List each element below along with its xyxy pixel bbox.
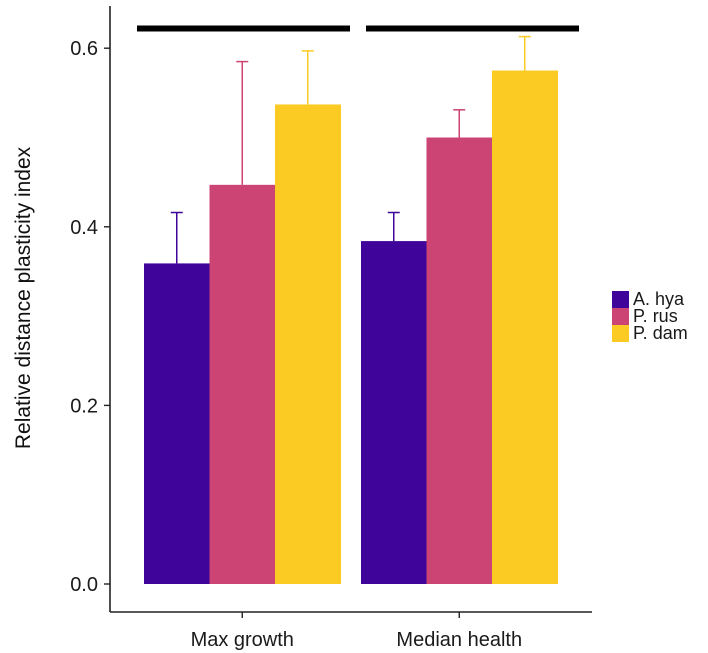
bar-median-health-a-hya [361,241,427,584]
bars [144,70,558,585]
x-tick-label: Max growth [191,629,294,651]
error-bars [170,35,531,264]
y-axis-ticks: 0.0 0.2 0.4 0.6 [70,38,110,596]
y-axis-title: Relative distance plasticity index [12,146,35,449]
legend-label: A. hya [633,289,685,309]
x-axis-ticks: Max growth Median health [191,612,522,651]
legend-label: P. dam [633,323,688,343]
bar-median-health-p-dam [492,70,558,584]
legend-swatch [612,291,629,308]
bar-median-health-p-rus [426,137,493,584]
legend-swatch [612,308,629,325]
y-tick-label: 0.6 [70,38,98,60]
y-tick-label: 0.4 [70,217,98,239]
legend-label: P. rus [633,306,678,326]
y-tick-label: 0.2 [70,395,98,417]
bar-max-growth-p-dam [275,104,341,585]
bar-max-growth-p-rus [209,184,276,585]
legend-swatch [612,325,629,342]
y-tick-label: 0.0 [70,574,98,596]
x-tick-label: Median health [396,629,522,651]
bar-max-growth-a-hya [144,263,210,584]
